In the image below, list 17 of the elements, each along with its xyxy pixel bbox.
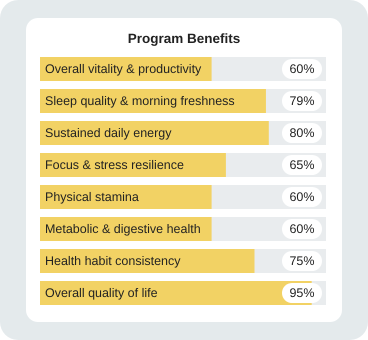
y-tick-label: Sleep quality & morning freshness xyxy=(45,94,235,108)
data-label: 60% xyxy=(289,190,315,204)
y-tick-label: Focus & stress resilience xyxy=(45,158,184,172)
data-label: 80% xyxy=(289,126,315,140)
y-tick-label: Sustained daily energy xyxy=(45,126,172,140)
y-tick-label: Overall quality of life xyxy=(45,286,158,300)
data-label: 65% xyxy=(289,158,315,172)
data-label: 60% xyxy=(289,222,315,236)
y-tick-label: Physical stamina xyxy=(45,190,139,204)
data-label: 75% xyxy=(289,254,315,268)
data-label: 95% xyxy=(289,286,315,300)
y-tick-label: Metabolic & digestive health xyxy=(45,222,201,236)
y-tick-label: Overall vitality & productivity xyxy=(45,62,202,76)
y-tick-label: Health habit consistency xyxy=(45,254,182,268)
data-label: 79% xyxy=(289,94,315,108)
data-label: 60% xyxy=(289,62,315,76)
chart-title: Program Benefits xyxy=(128,31,240,46)
